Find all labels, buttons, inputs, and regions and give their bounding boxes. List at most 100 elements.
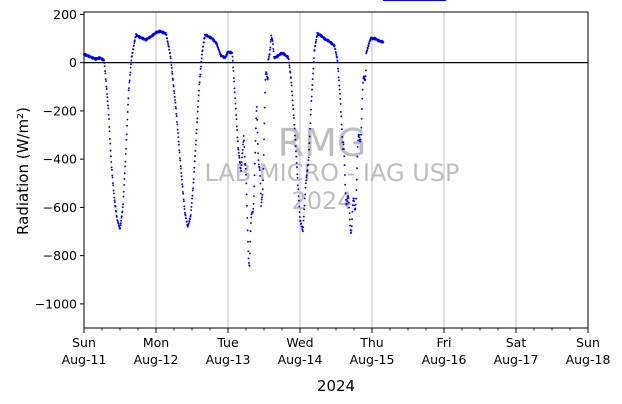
data-point [112,184,115,187]
data-point [340,110,342,113]
data-point [121,206,124,209]
data-point [120,215,123,218]
data-point [340,123,343,126]
data-point [252,207,255,210]
data-point [300,222,303,225]
data-point [360,126,363,129]
data-point [189,214,192,217]
data-point [343,173,346,176]
data-point [190,209,193,211]
data-point [231,51,234,54]
data-point [303,208,306,211]
data-point [180,175,183,178]
data-point [295,161,298,164]
data-point [351,218,354,221]
data-point [306,169,309,172]
data-point [104,78,107,81]
data-point [241,152,244,155]
data-point [114,205,117,208]
data-point [368,42,371,45]
data-point [360,133,362,136]
data-point [334,48,337,51]
data-point [125,147,128,150]
data-point [177,136,180,139]
data-point [268,55,270,58]
data-point [297,188,300,191]
data-point [361,97,364,100]
data-point [267,57,270,60]
data-point [269,48,271,51]
data-point [255,105,258,108]
x-tick-day: Thu [359,335,383,350]
data-point [240,161,243,163]
data-point [180,178,183,181]
data-point [110,168,113,171]
data-point [289,71,292,74]
data-point [179,165,182,168]
data-point [259,174,262,177]
data-point [305,179,308,182]
data-point [127,89,130,92]
data-point [129,66,132,69]
data-point [345,202,348,205]
data-point [199,75,201,78]
data-point [123,183,126,186]
data-point [336,61,339,64]
data-point [107,104,109,107]
data-point [188,220,191,223]
watermark: RMG LAB MICRO - IAG USP 2024 [204,121,459,215]
data-point [202,45,205,48]
data-point [343,164,346,167]
data-point [232,69,235,72]
data-point [267,76,269,79]
data-point [259,182,262,185]
data-point [288,66,291,69]
data-point [169,51,172,54]
data-point [270,37,273,40]
data-point [197,100,200,102]
data-point [352,197,355,200]
data-point [105,80,107,82]
data-point [179,167,182,170]
data-point [338,84,341,87]
data-point [166,37,169,40]
data-point [196,110,199,113]
data-point [110,166,113,169]
data-point [265,71,268,74]
data-point [178,149,181,152]
data-point [356,155,359,158]
data-point [305,176,308,179]
data-point [313,57,315,60]
x-tick-date: Aug-15 [350,352,395,367]
data-point [293,117,295,120]
data-point [235,125,238,128]
data-point [258,169,261,172]
data-point [106,93,108,95]
data-point [308,142,311,145]
data-point [238,154,241,157]
data-point [298,215,301,218]
data-point [351,210,354,213]
y-axis-ticks: 200 0 −200 −400 −600 −800 −1000 [35,7,84,311]
data-point [248,264,251,267]
data-point [339,92,341,95]
data-point [128,87,130,90]
data-point [251,210,254,213]
data-point [233,80,236,83]
x-tick-date: Aug-11 [62,352,107,367]
data-point [111,182,114,185]
data-point [105,85,108,88]
data-point [335,51,337,54]
x-tick-day: Tue [216,335,239,350]
data-point [165,33,168,36]
data-point [354,203,357,206]
data-point [245,173,247,176]
data-point [108,118,110,120]
data-point [195,139,197,142]
data-point [338,79,340,82]
data-point [296,176,299,179]
data-point [173,92,176,95]
x-tick-day: Mon [143,335,169,350]
data-point [128,81,131,84]
data-point [293,123,296,126]
